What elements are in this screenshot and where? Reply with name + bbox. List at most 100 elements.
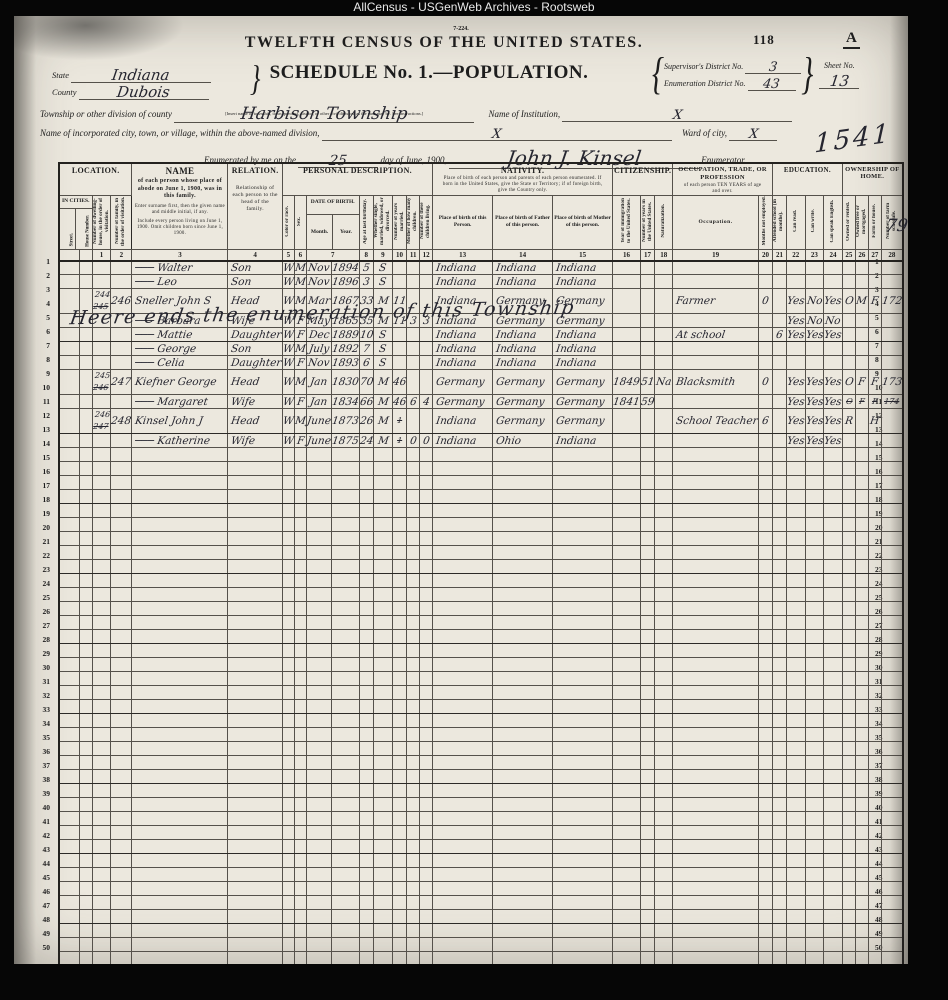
dob-year-label: Year. (332, 214, 358, 249)
cell-age (358, 559, 374, 575)
cell-home-mortgage (854, 755, 869, 771)
cell-pob-father (492, 531, 554, 547)
table-row (58, 657, 904, 673)
handwritten-value: 51 (640, 376, 656, 389)
cell-attended-school (771, 909, 787, 925)
table-row: ─── Leo Son W M Nov 1896 3 S Indiana Indiana India… (58, 274, 904, 290)
handwritten-value: Indiana (495, 328, 538, 341)
cell-naturalization (654, 671, 674, 687)
cell-color: W (281, 327, 295, 343)
cell-house-number (78, 741, 93, 757)
left-margin: 1 2 3 4 5 6 7 8 9 10 11 12 13 14 15 16 17 18 19 20 21 22 23 24 2… (34, 255, 51, 955)
cell-relation: Head (227, 408, 283, 435)
cell-pob-mother (552, 741, 614, 757)
cell-farm-or-house (867, 755, 882, 771)
cell-attended-school (771, 867, 787, 883)
cell-color (281, 629, 295, 645)
cell-can-read (785, 531, 806, 547)
cell-home-owned (841, 615, 856, 631)
cell-years-married (391, 531, 408, 547)
cell-can-write (804, 461, 825, 477)
table-row (58, 475, 904, 491)
cell-age (358, 741, 374, 757)
cell-home-mortgage (854, 671, 869, 687)
can-write-label: Can write. (811, 209, 817, 233)
cell-sex (293, 727, 307, 743)
row-number: 25 (42, 593, 51, 602)
cell-naturalization (654, 741, 674, 757)
row-number: 22 (42, 551, 51, 560)
corrected-value: 245 246 (92, 371, 111, 393)
cell-years-in-us (639, 587, 656, 603)
name-note-1: Enter surname first, then the given name… (134, 203, 225, 215)
cell-home-owned (841, 461, 856, 477)
cell-farm-or-house: F (867, 369, 882, 396)
cell-can-write (804, 783, 825, 799)
cell-pob (432, 937, 494, 953)
cell-immigration-year (612, 517, 641, 533)
cell-color (281, 825, 295, 841)
cell-years-married (391, 881, 408, 897)
cell-name (131, 741, 229, 757)
cell-naturalization (654, 573, 674, 589)
handwritten-value: 0 (421, 434, 431, 447)
handwritten-value: 70 (358, 376, 374, 389)
handwritten-value: W (282, 342, 295, 355)
cell-children-living (419, 327, 434, 343)
cell-attended-school (771, 741, 787, 757)
cell-can-read (785, 699, 806, 715)
cell-home-owned (841, 867, 856, 883)
handwritten-value: Yes (823, 395, 843, 408)
cell-color (281, 741, 295, 757)
col-num: 5 (281, 248, 295, 262)
row-number: 45 (42, 873, 51, 882)
cell-birth-month (305, 475, 332, 491)
cell-years-married (391, 951, 408, 964)
table-row (58, 811, 904, 827)
cell-farm-or-house (867, 671, 882, 687)
cell-farm-schedule (880, 713, 904, 729)
cell-years-married: 46 (391, 394, 408, 410)
cell-house-number (78, 671, 93, 687)
handwritten-value: Farmer (675, 295, 717, 308)
cell-can-read (785, 461, 806, 477)
cell-months-not-employed (757, 260, 773, 276)
cell-can-speak-english (823, 260, 843, 276)
handwritten-value: Dec (307, 328, 330, 341)
col-num: 8 (358, 248, 374, 262)
cell-age (358, 811, 374, 827)
cell-mother-of (406, 867, 421, 883)
cell-sex (293, 811, 307, 827)
cell-immigration-year (612, 260, 641, 276)
cell-naturalization (654, 517, 674, 533)
cell-months-not-employed (757, 671, 773, 687)
handwritten-value: Indiana (435, 434, 478, 447)
cell-naturalization (654, 461, 674, 477)
handwritten-value: M (376, 415, 390, 428)
cell-immigration-year (612, 671, 641, 687)
cell-marital (372, 881, 393, 897)
cell-birth-month (305, 741, 332, 757)
handwritten-value: Germany (435, 395, 486, 408)
table-row (58, 531, 904, 547)
cell-farm-schedule (880, 629, 904, 645)
cell-dwelling: 245 246 (91, 369, 112, 396)
cell-age (358, 867, 374, 883)
cell-name (131, 671, 229, 687)
color-label: Color or race. (285, 205, 291, 237)
cell-street (58, 741, 80, 757)
cell-can-read (785, 260, 806, 276)
cell-farm-or-house (867, 517, 882, 533)
cell-sex: M (293, 408, 307, 435)
cell-naturalization (654, 825, 674, 841)
cell-mother-of (406, 629, 421, 645)
cell-color (281, 867, 295, 883)
cell-home-owned (841, 797, 856, 813)
cell-house-number (78, 727, 93, 743)
cell-sex (293, 923, 307, 939)
handwritten-value: Jan (309, 395, 329, 408)
cell-birth-year (330, 685, 360, 701)
cell-farm-schedule (880, 895, 904, 911)
cell-farm-schedule (880, 461, 904, 477)
